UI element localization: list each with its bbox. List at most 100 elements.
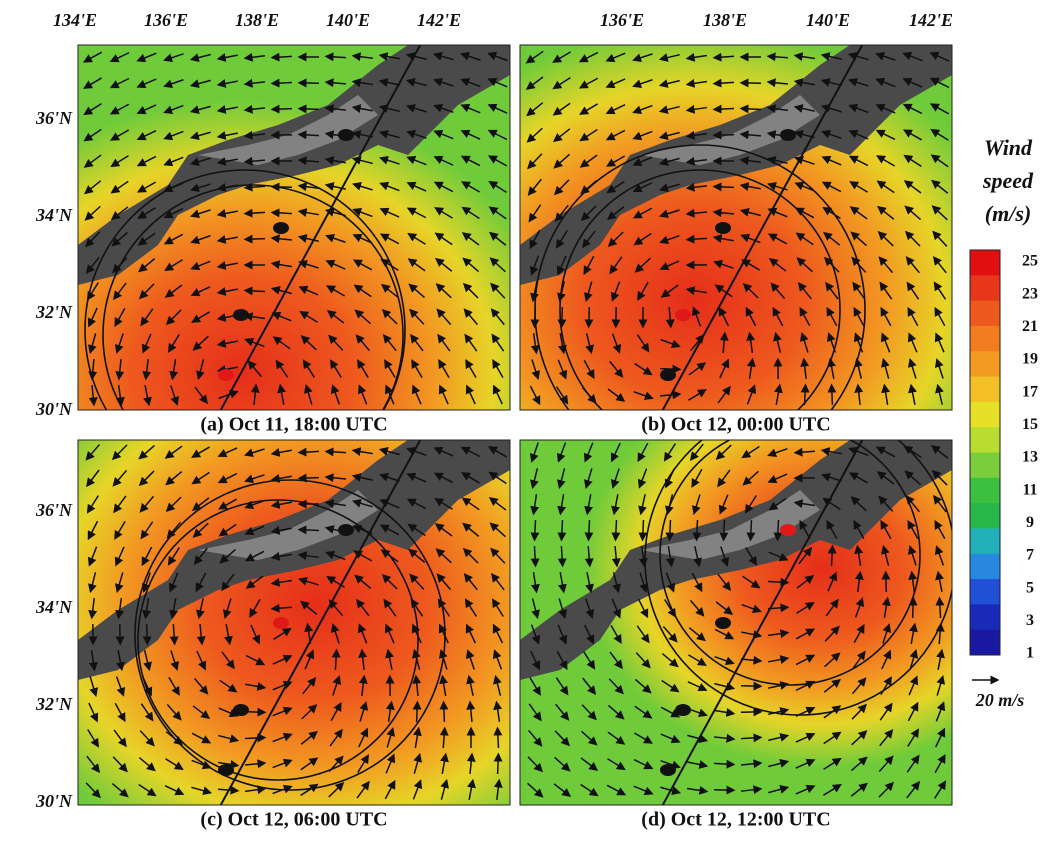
wind-vector <box>465 384 476 405</box>
wind-vector <box>929 103 950 115</box>
wind-vector <box>555 677 569 696</box>
wind-vector <box>379 155 400 165</box>
wind-vector <box>610 442 621 463</box>
wind-vector <box>529 677 541 696</box>
wind-vector <box>136 104 157 115</box>
wind-vector <box>411 384 422 405</box>
wind-vector <box>908 675 919 696</box>
wind-vector <box>141 333 152 354</box>
wind-vector <box>190 183 211 193</box>
wind-vector <box>934 545 945 566</box>
wind-vector <box>935 596 945 619</box>
wind-vector <box>909 649 919 670</box>
wind-vector <box>739 104 762 114</box>
wind-vector <box>270 500 292 509</box>
typhoon-track <box>661 440 864 805</box>
wind-vector <box>584 545 594 568</box>
wind-vector <box>902 77 923 88</box>
wind-vector <box>328 334 344 351</box>
wind-vector <box>409 308 425 325</box>
wind-vector <box>767 447 788 458</box>
wind-vector <box>490 572 505 591</box>
radius-circle <box>102 184 404 410</box>
typhoon-center <box>715 222 731 234</box>
wind-vector <box>902 51 923 62</box>
wind-vector <box>531 359 541 380</box>
colorbar-segment <box>970 604 1000 631</box>
wind-vector <box>718 306 730 327</box>
wind-vector <box>558 333 567 355</box>
wind-vector <box>529 385 541 406</box>
wind-vector <box>768 785 790 794</box>
wind-vector <box>719 358 730 379</box>
wind-vector <box>297 525 320 535</box>
wind-vector <box>879 702 893 721</box>
wind-vector <box>606 784 627 796</box>
wind-vector <box>249 598 261 618</box>
wind-vector <box>685 286 707 296</box>
wind-vector <box>460 129 481 140</box>
wind-vector <box>793 104 815 113</box>
wind-vector <box>633 758 654 770</box>
wind-vector <box>767 603 790 613</box>
wind-vector <box>934 753 946 774</box>
wind-vector <box>378 104 400 113</box>
wind-vector <box>610 281 621 302</box>
wind-vector <box>746 357 756 380</box>
panel-caption: (b) Oct 12, 00:00 UTC <box>641 414 830 436</box>
wind-vector <box>715 601 734 616</box>
wind-vector <box>437 598 451 617</box>
wind-vector <box>219 679 238 693</box>
wind-vector <box>487 155 508 167</box>
wind-vector <box>439 674 449 696</box>
wind-vector <box>250 383 260 406</box>
wind-vector <box>109 103 130 115</box>
typhoon-center <box>233 704 249 716</box>
wind-vector <box>488 471 507 485</box>
wind-vector <box>879 281 893 300</box>
wind-vector <box>555 230 568 249</box>
wind-vector <box>168 677 180 696</box>
wind-vector <box>826 519 838 540</box>
wind-vector <box>881 544 890 566</box>
wind-vector <box>434 523 453 537</box>
wind-vector <box>659 364 682 374</box>
wind-vector <box>827 544 837 567</box>
wind-vector <box>326 309 345 324</box>
wind-vector <box>489 522 506 538</box>
wind-vector <box>557 306 567 329</box>
wind-vector <box>825 598 839 617</box>
lon-tick-label: 140'E <box>326 10 370 30</box>
wind-vector <box>714 628 735 640</box>
wind-vector <box>462 282 479 299</box>
wind-vector <box>554 730 570 747</box>
wind-vector <box>689 599 705 617</box>
wind-vector <box>907 332 918 353</box>
wind-vector <box>84 180 102 195</box>
wind-vector <box>189 131 211 141</box>
wind-vector <box>820 78 842 87</box>
wind-vector <box>557 494 567 516</box>
wind-vector <box>638 494 647 516</box>
wind-vector <box>688 627 706 642</box>
wind-vector <box>793 52 816 62</box>
wind-vector <box>552 76 571 90</box>
wind-vector <box>525 50 544 64</box>
wind-vector <box>611 519 621 542</box>
wind-vector <box>794 181 815 192</box>
wind-vector <box>529 442 539 463</box>
wind-vector <box>164 284 183 298</box>
wind-vector <box>87 729 100 748</box>
wind-vector <box>685 234 708 244</box>
wind-vector <box>216 157 238 166</box>
wind-vector <box>821 155 842 166</box>
wind-vector <box>745 306 757 327</box>
wind-vector <box>439 726 449 749</box>
wind-vector <box>658 157 680 166</box>
colorbar-label: 15 <box>1022 416 1038 433</box>
wind-vector <box>412 674 422 697</box>
wind-vector <box>658 105 680 114</box>
wind-vector <box>405 78 427 87</box>
lon-tick-label: 134'E <box>53 10 97 30</box>
